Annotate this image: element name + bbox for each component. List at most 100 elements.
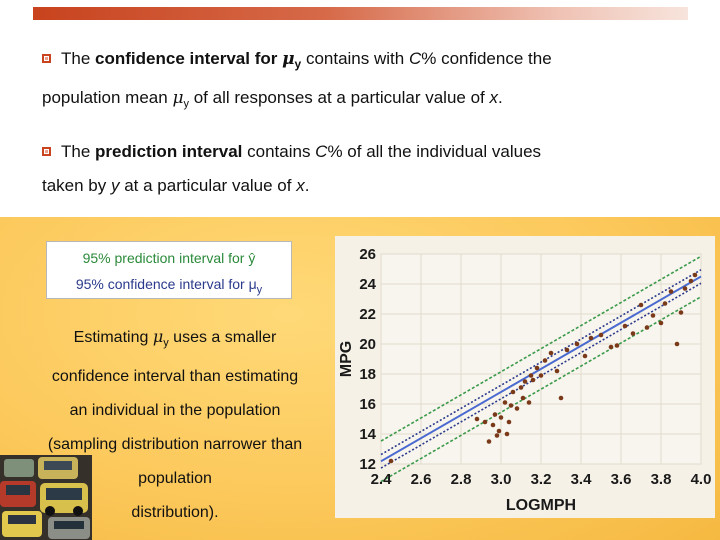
bullet-text-pre: The: [61, 49, 96, 68]
bullet-line2-end: .: [498, 88, 503, 107]
legend-confidence-label: 95% confidence interval for μy: [47, 271, 291, 303]
bullet-text-post: contains with: [301, 49, 409, 68]
data-point: [508, 403, 514, 408]
data-point: [494, 433, 500, 438]
explanation-post: uses a smaller: [168, 329, 277, 346]
data-point: [554, 368, 560, 374]
data-point: [520, 395, 526, 401]
data-point: [538, 373, 544, 378]
mu-subscript: y: [183, 98, 190, 110]
y-tick-label: 26: [359, 246, 376, 263]
mpg-vs-logmph-chart: 2.4 2.6 2.8 3.0 3.2 3.4 3.6 3.8 4.0 12 14 16 18 20 22 2…: [338, 246, 712, 514]
data-point: [530, 377, 536, 383]
mu-symbol: μ: [282, 49, 295, 69]
bullet-square-icon: [42, 147, 51, 156]
data-point: [564, 347, 570, 353]
cars-photo: [0, 455, 92, 540]
data-point: [518, 385, 524, 390]
data-point: [688, 278, 694, 284]
bullet-prediction-interval: The prediction interval contains C% of a…: [42, 135, 682, 203]
x-tick-label: 3.8: [651, 471, 672, 488]
x-variable: x: [296, 176, 305, 195]
explanation-pre: Estimating: [73, 329, 153, 346]
x-tick-label: 4.0: [691, 471, 712, 488]
data-point: [682, 286, 688, 291]
data-point: [588, 335, 594, 341]
bullet-text-post: contains: [242, 142, 316, 161]
bullet-bold-term: confidence interval for: [95, 49, 283, 68]
data-point: [630, 331, 636, 336]
x-variable: x: [489, 88, 499, 107]
data-point: [598, 332, 604, 338]
y-tick-label: 16: [359, 396, 376, 413]
data-point: [522, 379, 528, 384]
data-point: [582, 353, 588, 359]
y-variable: y: [111, 176, 120, 195]
explanation-line: population: [138, 470, 212, 487]
bullet-line2-post: of all responses at a particular value o…: [189, 88, 490, 107]
data-point: [492, 412, 498, 417]
explanation-line: distribution).: [131, 504, 219, 521]
data-point: [574, 341, 580, 347]
data-point: [528, 373, 534, 378]
mu-symbol: μ: [172, 88, 184, 108]
c-variable: C: [315, 142, 328, 161]
data-point: [388, 458, 394, 464]
data-point: [638, 302, 644, 308]
x-tick-label: 2.6: [411, 471, 432, 488]
explanation-line: confidence interval than estimating: [51, 368, 299, 385]
c-variable: C: [408, 49, 422, 68]
explanation-line: Estimating μy uses a smaller: [20, 320, 330, 360]
bullet-text-post2: % confidence the: [421, 49, 552, 68]
explanation-line: (sampling distribution narrower than: [47, 436, 303, 453]
x-tick-label: 3.4: [571, 471, 593, 488]
data-point: [650, 313, 656, 318]
x-tick-label: 3.6: [611, 471, 632, 488]
bullet-line2-post: at a particular value of: [119, 176, 297, 195]
scatter-chart-card: 2.4 2.6 2.8 3.0 3.2 3.4 3.6 3.8 4.0 12 14 16 18 20 22 2…: [335, 236, 715, 518]
data-point: [644, 325, 650, 330]
regression-line: [380, 275, 702, 463]
y-tick-label: 12: [359, 456, 376, 473]
data-point: [668, 289, 674, 294]
data-point: [514, 406, 520, 411]
x-tick-label: 3.0: [491, 471, 512, 488]
data-point: [506, 419, 512, 425]
data-point: [542, 358, 548, 363]
data-point: [622, 323, 628, 329]
y-tick-label: 14: [359, 426, 376, 443]
bullet-line2-pre: taken by: [42, 176, 111, 195]
cars-illustration: [0, 455, 92, 540]
data-point: [490, 422, 496, 428]
bullet-bold-term: prediction interval: [95, 142, 243, 161]
bullet-line2-end: .: [304, 176, 310, 195]
data-point: [486, 439, 492, 444]
prediction-band-line: [380, 255, 702, 442]
data-point: [558, 395, 564, 401]
confidence-band-line: [380, 269, 702, 456]
data-point: [504, 431, 510, 437]
mu-subscript: y: [294, 57, 302, 71]
data-point: [614, 343, 620, 348]
y-axis-label: MPG: [338, 341, 355, 377]
y-tick-label: 22: [359, 306, 376, 323]
x-tick-label: 2.4: [371, 471, 393, 488]
x-tick-label: 2.8: [451, 471, 472, 488]
legend-confidence-subscript: y: [256, 284, 263, 296]
mu-symbol: μ: [152, 327, 164, 346]
y-tick-label: 18: [359, 366, 376, 383]
data-point: [658, 320, 664, 326]
explanation-line: an individual in the population: [69, 402, 281, 419]
legend-prediction-label: 95% prediction interval for ŷ: [82, 250, 256, 266]
data-point: [482, 419, 488, 425]
data-point: [678, 310, 684, 315]
mu-subscript: y: [163, 337, 169, 349]
data-point: [548, 350, 554, 356]
data-point: [692, 272, 698, 278]
data-point: [502, 400, 508, 405]
explanation-text: Estimating μy uses a smaller confidence …: [20, 320, 330, 530]
interval-legend: 95% prediction interval for ŷ 95% confid…: [46, 241, 292, 299]
data-point: [526, 400, 532, 405]
data-point: [662, 301, 668, 306]
x-tick-label: 3.2: [531, 471, 552, 488]
